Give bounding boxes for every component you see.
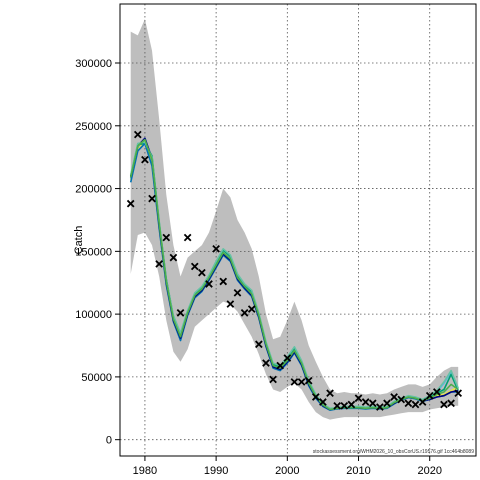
observed-point [425, 391, 434, 400]
observed-point [390, 393, 398, 401]
observed-point [240, 309, 249, 317]
x-tick-label: 2020 [417, 465, 441, 477]
observed-point [433, 388, 441, 396]
y-tick-label: 50000 [81, 372, 112, 384]
observed-point [368, 399, 377, 408]
observed-point [411, 400, 420, 409]
observed-point [212, 244, 220, 253]
observed-point [304, 376, 313, 385]
observed-point [226, 300, 235, 308]
observed-point [397, 395, 406, 404]
observed-point [283, 354, 292, 362]
observed-point [347, 400, 356, 409]
x-tick-label: 2010 [346, 465, 370, 477]
observed-points-layer [126, 130, 463, 411]
observed-point [148, 194, 156, 203]
observed-point [155, 260, 163, 268]
observed-point [290, 378, 299, 386]
observed-point [376, 403, 384, 411]
series-line [129, 138, 459, 411]
observed-point [276, 361, 285, 370]
y-tick-label: 0 [106, 435, 112, 447]
observed-point [340, 401, 349, 410]
observed-point [361, 398, 370, 406]
plot-frame [119, 3, 477, 457]
observed-point [311, 393, 320, 401]
observed-point [190, 262, 199, 271]
observed-point [297, 378, 306, 386]
observed-point [183, 233, 192, 242]
y-axis-ticks: 0 50000 100000 150000 200000 250000 300000 [75, 58, 120, 447]
observed-point [205, 280, 213, 288]
y-tick-label: 150000 [75, 246, 112, 258]
y-tick-label: 250000 [75, 121, 112, 133]
x-tick-label: 2000 [275, 465, 299, 477]
chart-footnote: stockassessment.org/WHM2026_10_obsCorUS.… [313, 449, 474, 455]
observed-point [269, 375, 277, 384]
observed-point [247, 305, 256, 313]
y-tick-label: 300000 [75, 58, 112, 70]
x-axis-ticks: 1980 1990 2000 2010 2020 [133, 456, 442, 477]
observed-point [141, 155, 149, 164]
observed-point [383, 399, 391, 408]
x-tick-label: 1980 [133, 465, 157, 477]
x-tick-label: 1990 [204, 465, 228, 477]
observed-point [126, 199, 135, 208]
y-axis-label: Catch [73, 226, 85, 255]
confidence-band-layer [130, 19, 459, 420]
observed-point [418, 398, 427, 406]
confidence-band [130, 19, 459, 420]
observed-point [326, 389, 334, 398]
observed-point [333, 401, 341, 410]
observed-point [176, 309, 185, 317]
observed-point [198, 268, 206, 277]
observed-point [255, 340, 263, 349]
observed-point [447, 399, 455, 408]
observed-point [133, 130, 142, 139]
observed-point [440, 400, 448, 409]
observed-point [169, 253, 178, 262]
grid-layer [120, 4, 476, 456]
observed-point [233, 288, 242, 297]
observed-point [404, 399, 413, 408]
observed-point [319, 398, 327, 406]
y-tick-label: 100000 [75, 309, 112, 321]
y-tick-label: 200000 [75, 184, 112, 196]
observed-point [262, 359, 270, 367]
observed-point [219, 277, 228, 286]
observed-point [354, 394, 363, 403]
observed-point [162, 233, 171, 242]
observed-point [454, 389, 463, 398]
